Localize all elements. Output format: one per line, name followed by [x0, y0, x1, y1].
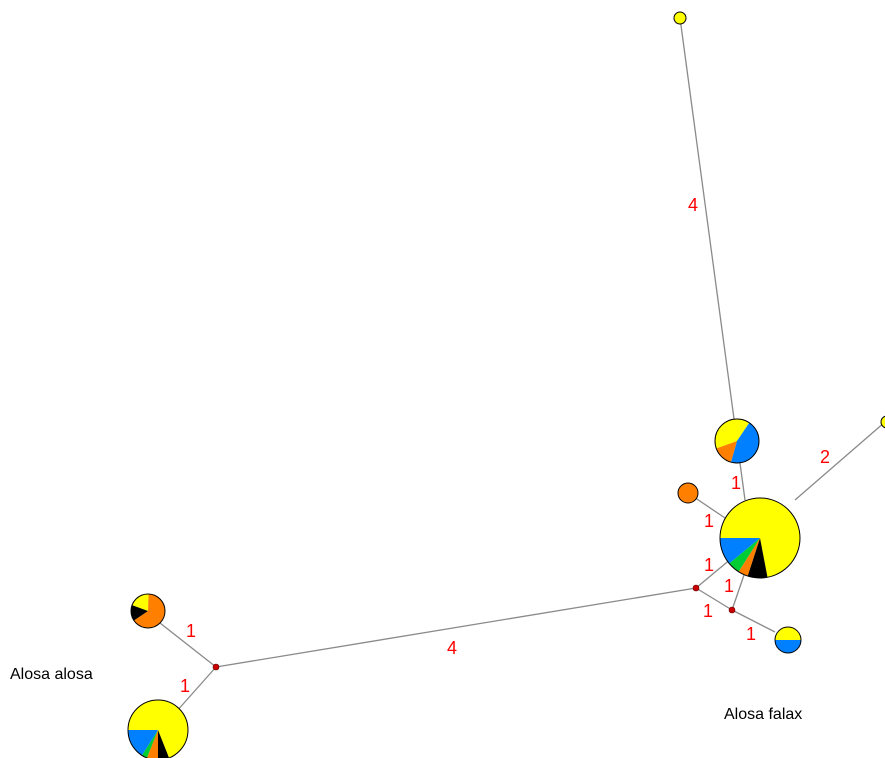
median-vector	[692, 584, 700, 592]
haplotype-node	[677, 482, 699, 504]
median-vector	[728, 606, 736, 614]
node-outline	[127, 699, 189, 758]
pie-slice-green	[141, 730, 158, 758]
edge-weight-label: 1	[180, 676, 190, 696]
pie-slice-yellow	[720, 498, 800, 578]
pie-slice-yellow	[674, 12, 686, 24]
edge-weight-label: 4	[688, 195, 698, 215]
edge-mv2-yb	[731, 609, 776, 633]
node-outline	[880, 415, 885, 429]
pie-slice-orange	[716, 441, 737, 463]
pie-slice-yellow	[128, 700, 189, 758]
edge-weight-label: 1	[186, 621, 196, 641]
species-label-alosa-falax: Alosa falax	[724, 706, 802, 723]
node-outline	[673, 11, 687, 25]
edge-weight-labels: 1 1 4 4 1 1 1 1 1 1 2	[180, 195, 830, 696]
haplotype-node	[130, 593, 166, 629]
pie-slice-blue	[775, 640, 801, 653]
pie-slice-black	[747, 538, 768, 578]
pie-slice-black	[158, 730, 170, 758]
pie-slice-yellow	[775, 627, 801, 640]
pie-slice-orange	[133, 594, 166, 628]
edge-weight-label: 1	[704, 555, 714, 575]
haplotype-node	[774, 626, 802, 654]
pie-slice-orange	[678, 483, 698, 503]
haplotype-node	[127, 699, 189, 758]
node-outline	[714, 418, 760, 464]
edge-mvleft-mv	[215, 587, 697, 668]
haplotype-nodes	[127, 11, 885, 758]
edge-mvleft-aabig	[175, 666, 217, 713]
edge-mvleft-aasmall	[159, 622, 217, 668]
pie-slice-blue	[128, 730, 158, 756]
pie-slice-orange	[738, 538, 760, 577]
pie-slice-black	[130, 605, 148, 621]
edge-big-right	[794, 421, 885, 501]
edge-weight-label: 1	[731, 473, 741, 493]
species-label-alosa-alosa: Alosa alosa	[10, 666, 93, 683]
edge-mv-mv2	[695, 587, 733, 611]
edge-weight-label: 1	[704, 511, 714, 531]
edge-top-upper	[679, 17, 738, 442]
pie-slice-blue	[730, 422, 759, 463]
edge-weight-label: 1	[703, 601, 713, 621]
network-edges	[159, 17, 885, 713]
pie-slice-blue	[720, 538, 760, 564]
edge-weight-label: 2	[820, 447, 830, 467]
median-vectors	[212, 584, 736, 671]
edge-weight-label: 4	[447, 638, 457, 658]
haplotype-node	[673, 11, 687, 25]
pie-slice-yellow	[132, 594, 149, 611]
pie-slice-orange	[146, 730, 158, 758]
node-outline	[130, 593, 166, 629]
node-outline	[677, 482, 699, 504]
node-outline	[774, 626, 802, 654]
node-outline	[719, 497, 801, 579]
pie-slice-green	[729, 538, 760, 572]
edge-weight-label: 1	[724, 576, 734, 596]
haplotype-node	[880, 415, 885, 429]
edge-mv2-big	[731, 574, 745, 611]
median-vector	[212, 663, 220, 671]
haplotype-node	[714, 418, 760, 464]
pie-slice-yellow	[715, 419, 750, 449]
haplotype-node	[719, 497, 801, 579]
edge-weight-label: 1	[746, 624, 756, 644]
